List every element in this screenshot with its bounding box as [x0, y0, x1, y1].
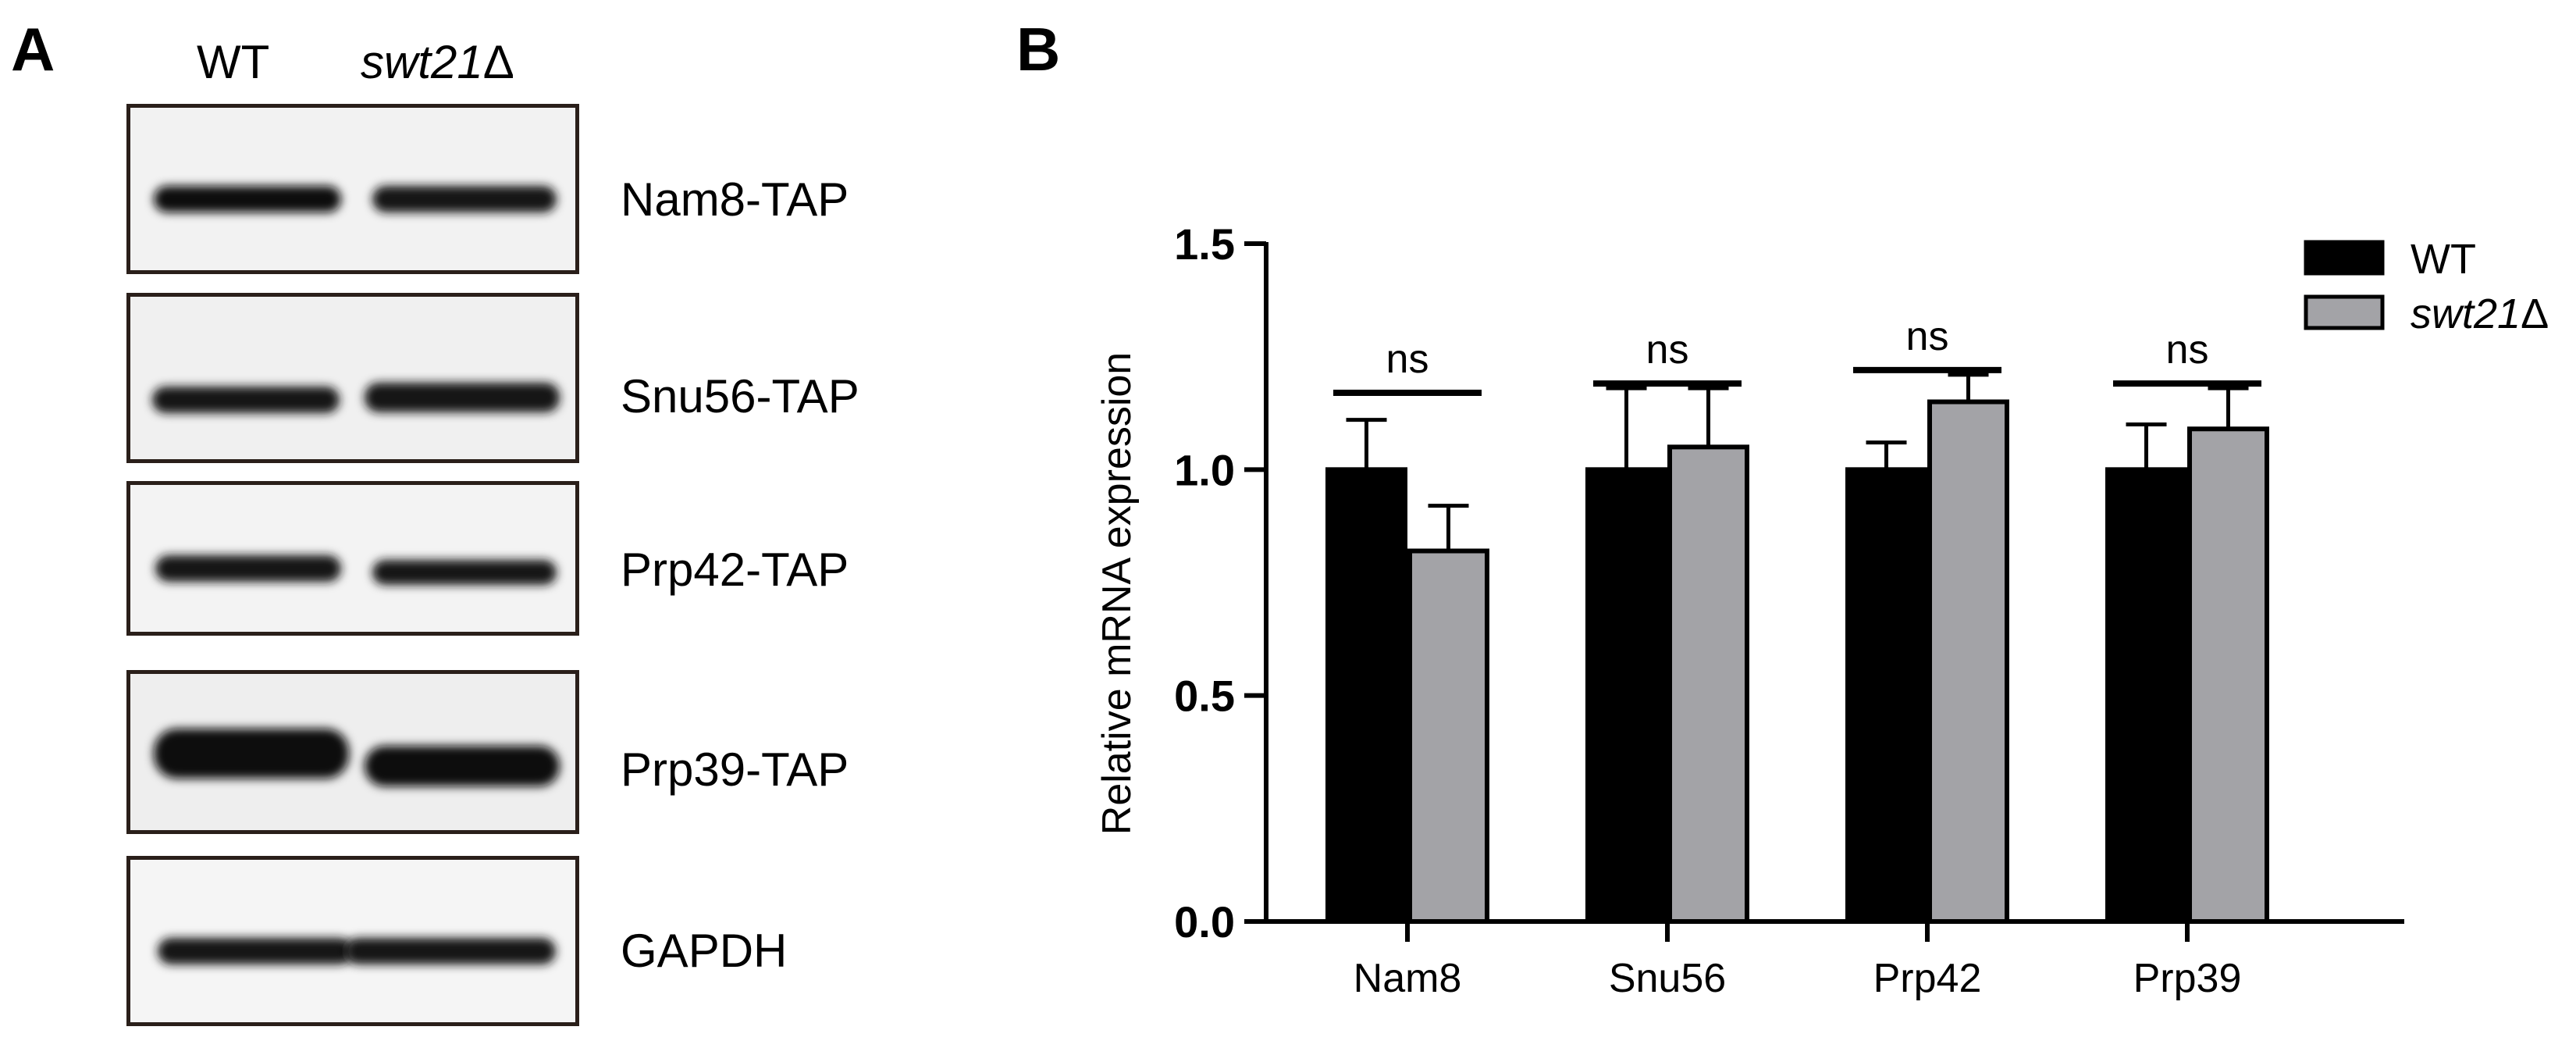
blot-prp42 [126, 481, 579, 636]
x-tick-label: Nam8 [1354, 956, 1462, 1001]
blot-gapdh [126, 856, 579, 1026]
blot-label-nam8: Nam8-TAP [621, 173, 849, 226]
significance-label: ns [1386, 337, 1429, 382]
legend-swatch [2304, 240, 2385, 276]
bar-wt [1585, 467, 1667, 925]
significance-label: ns [2166, 327, 2209, 373]
y-tick-label: 1.0 [1174, 445, 1235, 494]
blot-snu56 [126, 293, 579, 463]
mutant-name: swt21 [361, 36, 483, 88]
x-tick-label: Prp39 [2133, 956, 2242, 1001]
x-tick-label: Snu56 [1609, 956, 1726, 1001]
blot-label-prp39: Prp39-TAP [621, 743, 849, 796]
legend-swatch [2304, 294, 2385, 330]
y-tick-label: 0.0 [1174, 897, 1235, 946]
panel-a-letter: A [11, 15, 55, 84]
bar-wt [2105, 467, 2187, 925]
bar-chart: Relative mRNA expression 0.0 0.5 1.0 1.5 Nam… [1094, 219, 2549, 1001]
bar-wt [1845, 467, 1927, 925]
column-header-mutant: swt21Δ [361, 39, 514, 86]
bar-mutant [1667, 444, 1749, 924]
blot-label-gapdh: GAPDH [621, 925, 788, 977]
y-tick-label: 1.5 [1174, 219, 1235, 269]
x-tick-label: Prp42 [1873, 956, 1982, 1001]
blot-label-prp42: Prp42-TAP [621, 544, 849, 596]
panel-b-letter: B [1016, 15, 1061, 84]
significance-label: ns [1906, 314, 1949, 359]
mutant-delta: Δ [482, 36, 514, 88]
blot-label-snu56: Snu56-TAP [621, 370, 859, 422]
bar-mutant [1407, 548, 1489, 924]
blot-nam8 [126, 104, 579, 274]
significance-label: ns [1646, 327, 1689, 373]
bar-mutant [1927, 399, 2009, 924]
legend-label: swt21Δ [2411, 291, 2549, 337]
y-tick-label: 0.5 [1174, 672, 1235, 721]
column-header-wt: WT [197, 36, 270, 88]
legend-label: WT [2411, 236, 2476, 283]
bar-mutant [2187, 426, 2269, 924]
blot-prp39 [126, 670, 579, 834]
y-axis-label: Relative mRNA expression [1094, 352, 1140, 835]
bar-wt [1325, 467, 1407, 925]
